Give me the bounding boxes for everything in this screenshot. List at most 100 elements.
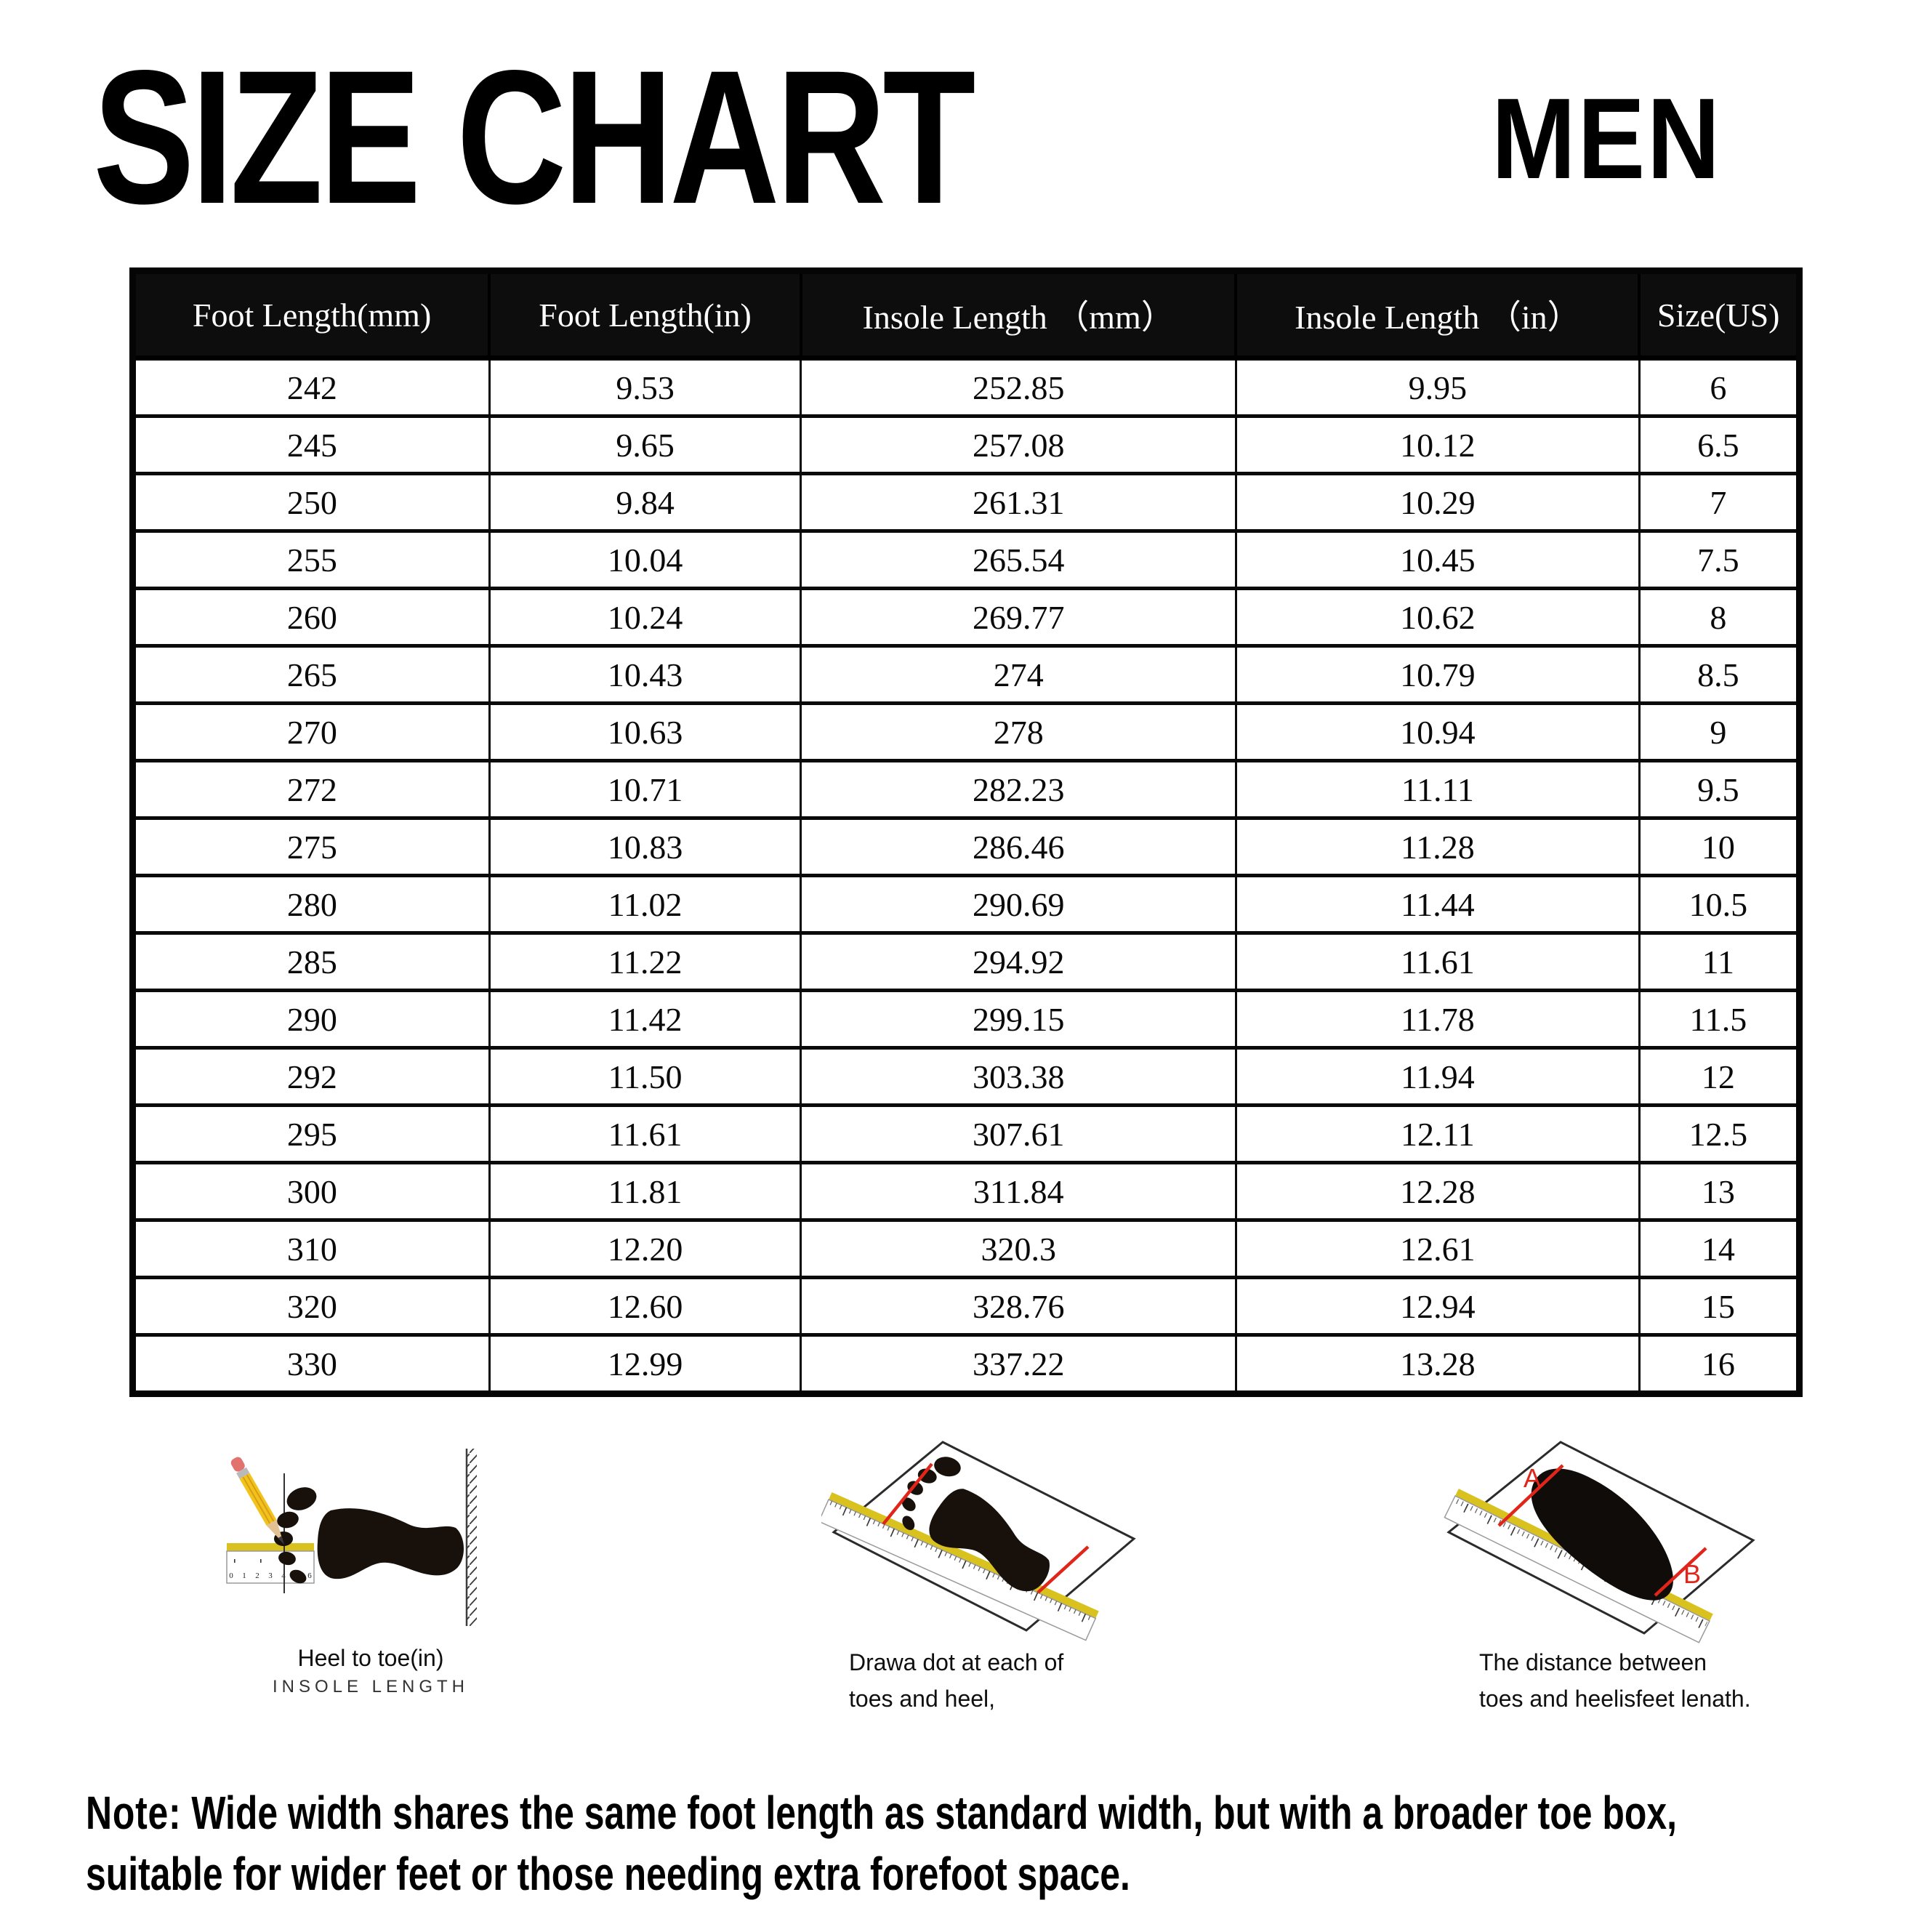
table-cell: 290 (132, 989, 491, 1050)
table-cell: 299.15 (800, 989, 1237, 1050)
table-cell: 11.81 (488, 1161, 802, 1222)
table-cell: 6.5 (1638, 414, 1801, 475)
table-cell: 10.24 (488, 587, 802, 648)
caption-line: INSOLE LENGTH (272, 1677, 470, 1696)
note-line-1: Note: Wide width shares the same foot le… (86, 1782, 1677, 1843)
table-cell: 10.83 (488, 816, 802, 877)
heel-mark-line (1037, 1545, 1090, 1594)
table-cell: 260 (132, 587, 491, 648)
table-row: 295 11.61 307.61 12.11 12.5 (132, 1103, 1801, 1164)
table-row: 300 11.81 311.84 12.28 13 (132, 1161, 1801, 1222)
table-cell: 245 (132, 414, 491, 475)
caption-distance: The distance between toes and heelisfeet… (1479, 1644, 1751, 1717)
table-cell: 9.95 (1234, 356, 1641, 418)
line-b (1654, 1547, 1707, 1597)
caption-line: Heel to toe(in) (297, 1645, 444, 1671)
table-cell: 12.99 (488, 1333, 802, 1396)
table-cell: 12.5 (1638, 1103, 1801, 1164)
table-cell: 15 (1638, 1276, 1801, 1337)
table-cell: 10.63 (488, 701, 802, 762)
caption-line: toes and heel, (849, 1686, 996, 1712)
ruler-icon (821, 1492, 1099, 1641)
table-cell: 10.5 (1638, 874, 1801, 935)
table-cell: 12.94 (1234, 1276, 1641, 1337)
table-cell: 292 (132, 1046, 491, 1107)
gender-label: MEN (1492, 75, 1722, 203)
ruler-number: 1 (242, 1571, 246, 1580)
table-cell: 265.54 (800, 529, 1237, 590)
table-cell: 282.23 (800, 759, 1237, 820)
table-cell: 330 (132, 1333, 491, 1396)
table-cell: 274 (800, 644, 1237, 705)
table-row: 270 10.63 278 10.94 9 (132, 701, 1801, 762)
table-cell: 9 (1638, 701, 1801, 762)
note-body: Wide width shares the same foot length a… (191, 1787, 1678, 1839)
table-cell: 10.04 (488, 529, 802, 590)
table-cell: 11.50 (488, 1046, 802, 1107)
diagram-heel-to-toe: 0 1 2 3 4 5 6 (182, 1443, 560, 1654)
wall-icon (465, 1449, 477, 1626)
table-cell: 10 (1638, 816, 1801, 877)
table-cell: 280 (132, 874, 491, 935)
table-row: 292 11.50 303.38 11.94 12 (132, 1046, 1801, 1107)
caption-draw-dot: Drawa dot at each of toes and heel, (849, 1644, 1063, 1717)
table-cell: 250 (132, 472, 491, 533)
col-header-foot-length-in: Foot Length(in) (488, 269, 802, 361)
table-cell: 13.28 (1234, 1333, 1641, 1396)
table-cell: 12.11 (1234, 1103, 1641, 1164)
ruler-number: 0 (229, 1571, 233, 1580)
table-row: 272 10.71 282.23 11.11 9.5 (132, 759, 1801, 820)
table-cell: 257.08 (800, 414, 1237, 475)
table-cell: 252.85 (800, 356, 1237, 418)
table-row: 275 10.83 286.46 11.28 10 (132, 816, 1801, 877)
toe-mark-line (882, 1462, 933, 1526)
col-header-insole-length-in: Insole Length （in） (1234, 269, 1641, 361)
table-cell: 7 (1638, 472, 1801, 533)
table-cell: 10.71 (488, 759, 802, 820)
size-table: Foot Length(mm) Foot Length(in) Insole L… (129, 267, 1803, 1397)
table-cell: 11.61 (488, 1103, 802, 1164)
table-cell: 278 (800, 701, 1237, 762)
table-row: 280 11.02 290.69 11.44 10.5 (132, 874, 1801, 935)
size-table-body: 242 9.53 252.85 9.95 6 245 9.65 257.08 10.12 6.5 2… (132, 356, 1801, 1396)
table-cell: 265 (132, 644, 491, 705)
ruler-number: 3 (268, 1571, 273, 1580)
table-cell: 9.53 (488, 356, 802, 418)
table-cell: 14 (1638, 1218, 1801, 1279)
col-header-insole-length-mm: Insole Length （mm） (799, 269, 1238, 361)
table-cell: 11.02 (488, 874, 802, 935)
table-cell: 328.76 (800, 1276, 1237, 1337)
table-cell: 13 (1638, 1161, 1801, 1222)
label-a: A (1524, 1463, 1541, 1493)
table-cell: 295 (132, 1103, 491, 1164)
table-cell: 12.61 (1234, 1218, 1641, 1279)
table-row: 242 9.53 252.85 9.95 6 (132, 356, 1801, 418)
table-row: 285 11.22 294.92 11.61 11 (132, 931, 1801, 992)
table-row: 330 12.99 337.22 13.28 16 (132, 1333, 1801, 1396)
table-cell: 12.60 (488, 1276, 802, 1337)
ruler-number: 6 (307, 1571, 312, 1580)
table-cell: 6 (1638, 356, 1801, 418)
table-row: 250 9.84 261.31 10.29 7 (132, 472, 1801, 533)
table-row: 320 12.60 328.76 12.94 15 (132, 1276, 1801, 1337)
table-cell: 11.44 (1234, 874, 1641, 935)
table-cell: 300 (132, 1161, 491, 1222)
table-cell: 7.5 (1638, 529, 1801, 590)
table-header-row: Foot Length(mm) Foot Length(in) Insole L… (131, 269, 1801, 361)
label-b: B (1683, 1559, 1701, 1589)
table-cell: 16 (1638, 1333, 1801, 1396)
table-cell: 10.94 (1234, 701, 1641, 762)
caption-line: toes and heelisfeet lenath. (1479, 1686, 1751, 1712)
table-cell: 10.12 (1234, 414, 1641, 475)
table-cell: 286.46 (800, 816, 1237, 877)
col-header-foot-length-mm: Foot Length(mm) (131, 269, 491, 361)
foot-ruler-wall-illustration: 0 1 2 3 4 5 6 (226, 1449, 477, 1626)
table-cell: 270 (132, 701, 491, 762)
table-cell: 275 (132, 816, 491, 877)
table-cell: 290.69 (800, 874, 1237, 935)
diagram-a-b-distance: A B (1417, 1439, 1824, 1657)
table-row: 260 10.24 269.77 10.62 8 (132, 587, 1801, 648)
table-cell: 9.84 (488, 472, 802, 533)
table-cell: 9.5 (1638, 759, 1801, 820)
